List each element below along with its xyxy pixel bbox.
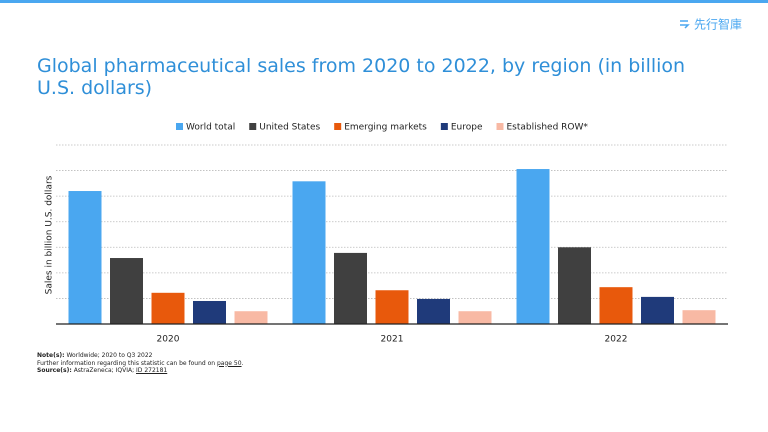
page-link[interactable]: page 50 [217, 359, 242, 367]
top-bar [0, 0, 768, 3]
bar [292, 181, 326, 324]
bar [234, 311, 268, 324]
note: Note(s): Worldwide; 2020 to Q3 2022 [37, 352, 243, 360]
note-label: Note(s): [37, 352, 65, 359]
bar [516, 169, 550, 324]
bar [151, 292, 185, 324]
x-tick-label: 2022 [605, 335, 628, 345]
source-text: AstraZeneca; IQVIA; [73, 367, 135, 374]
legend-label: Europe [451, 123, 483, 133]
bar [558, 247, 591, 324]
bar [682, 310, 716, 324]
y-axis-label: Sales in billion U.S. dollars [45, 175, 55, 294]
legend-label: Emerging markets [344, 123, 427, 133]
legend-swatch [496, 123, 504, 130]
legend-swatch [176, 123, 183, 130]
legend-label: United States [259, 123, 320, 133]
legend-swatch [334, 123, 342, 130]
legend-swatch [249, 123, 257, 130]
x-tick-label: 2020 [157, 335, 180, 345]
bar [417, 298, 450, 324]
bar [334, 252, 367, 324]
bar [193, 300, 226, 324]
source-label: Source(s): [37, 367, 72, 374]
bar [110, 258, 143, 324]
bar [641, 296, 674, 324]
bar [458, 311, 492, 324]
logo-icon [680, 20, 690, 29]
note-text: Worldwide; 2020 to Q3 2022 [66, 352, 153, 359]
legend-label: World total [186, 123, 235, 133]
notes: Note(s): Worldwide; 2020 to Q3 2022 Furt… [37, 352, 243, 375]
source: Source(s): AstraZeneca; IQVIA; ID 272181 [37, 367, 243, 375]
bar [68, 191, 102, 324]
chart-title: Global pharmaceutical sales from 2020 to… [37, 55, 685, 99]
bar [375, 290, 409, 324]
further-end: . [241, 359, 244, 367]
bar [599, 287, 633, 324]
statistic-id[interactable]: ID 272181 [136, 367, 168, 374]
logo: 先行智庫 [694, 17, 742, 32]
legend-swatch [440, 123, 448, 130]
further: Further information regarding this stati… [37, 360, 243, 368]
legend-label: Established ROW* [507, 123, 589, 133]
further-text: Further information regarding this stati… [37, 359, 216, 367]
x-tick-label: 2021 [381, 335, 404, 345]
